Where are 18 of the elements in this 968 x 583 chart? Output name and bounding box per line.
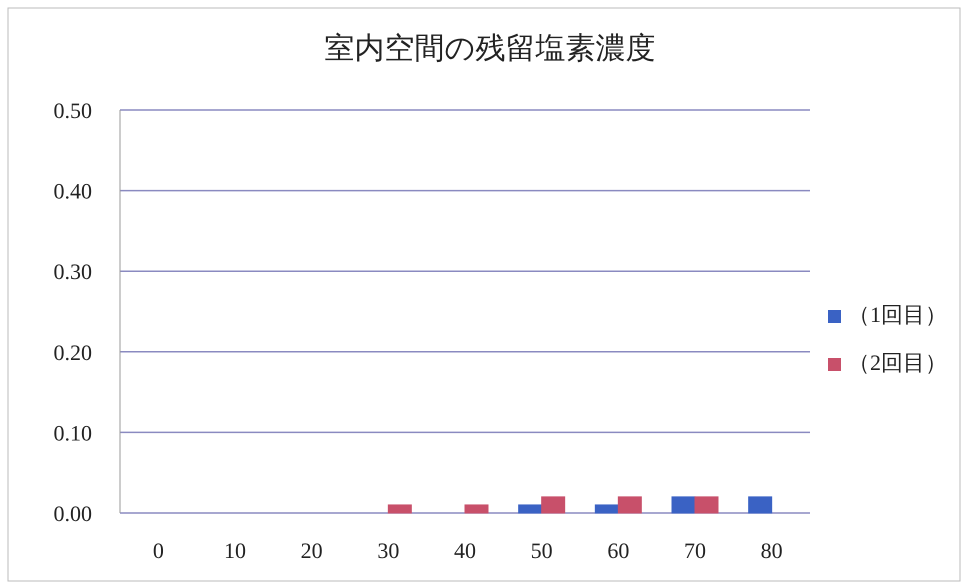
y-tick-label: 0.50 xyxy=(54,98,92,123)
x-tick-label: 30 xyxy=(377,538,400,563)
y-tick-label: 0.00 xyxy=(54,501,92,526)
x-tick-label: 40 xyxy=(454,538,476,563)
y-tick-label: 0.40 xyxy=(54,178,92,204)
legend-label: （2回目） xyxy=(848,350,947,375)
chart-title: 室内空間の残留塩素濃度 xyxy=(324,32,656,65)
y-tick-label: 0.30 xyxy=(54,259,92,284)
y-tick-label: 0.20 xyxy=(54,340,92,365)
x-tick-label: 0 xyxy=(152,538,164,563)
x-tick-label: 80 xyxy=(760,538,783,563)
x-tick-label: 20 xyxy=(300,538,323,563)
legend-label: （1回目） xyxy=(848,302,947,327)
x-tick-label: 50 xyxy=(530,538,553,563)
x-tick-label: 10 xyxy=(224,538,246,563)
x-tick-label: 70 xyxy=(684,538,706,563)
x-tick-label: 60 xyxy=(607,538,630,563)
y-tick-label: 0.10 xyxy=(54,420,92,446)
